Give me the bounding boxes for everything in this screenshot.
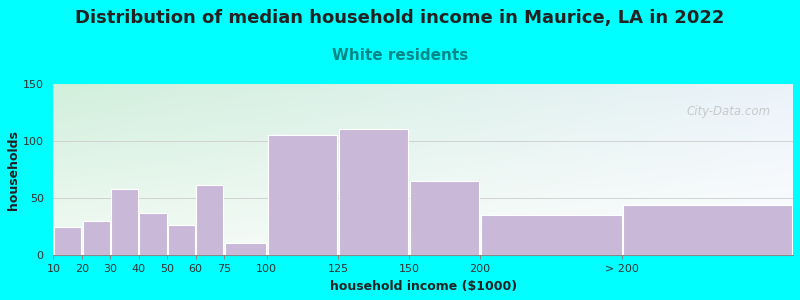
X-axis label: household income ($1000): household income ($1000) (330, 280, 517, 293)
Bar (54, 227, 81, 256)
Bar (267, 135, 337, 256)
Bar (410, 181, 479, 256)
Y-axis label: households: households (7, 130, 20, 210)
Bar (481, 215, 622, 256)
Text: Distribution of median household income in Maurice, LA in 2022: Distribution of median household income … (75, 9, 725, 27)
Bar (139, 213, 166, 256)
Bar (111, 189, 138, 256)
Bar (623, 205, 792, 256)
Bar (338, 129, 408, 256)
Text: White residents: White residents (332, 48, 468, 63)
Bar (168, 225, 195, 256)
Text: City-Data.com: City-Data.com (686, 105, 771, 118)
Bar (82, 221, 110, 256)
Bar (196, 184, 223, 256)
Bar (225, 243, 266, 256)
